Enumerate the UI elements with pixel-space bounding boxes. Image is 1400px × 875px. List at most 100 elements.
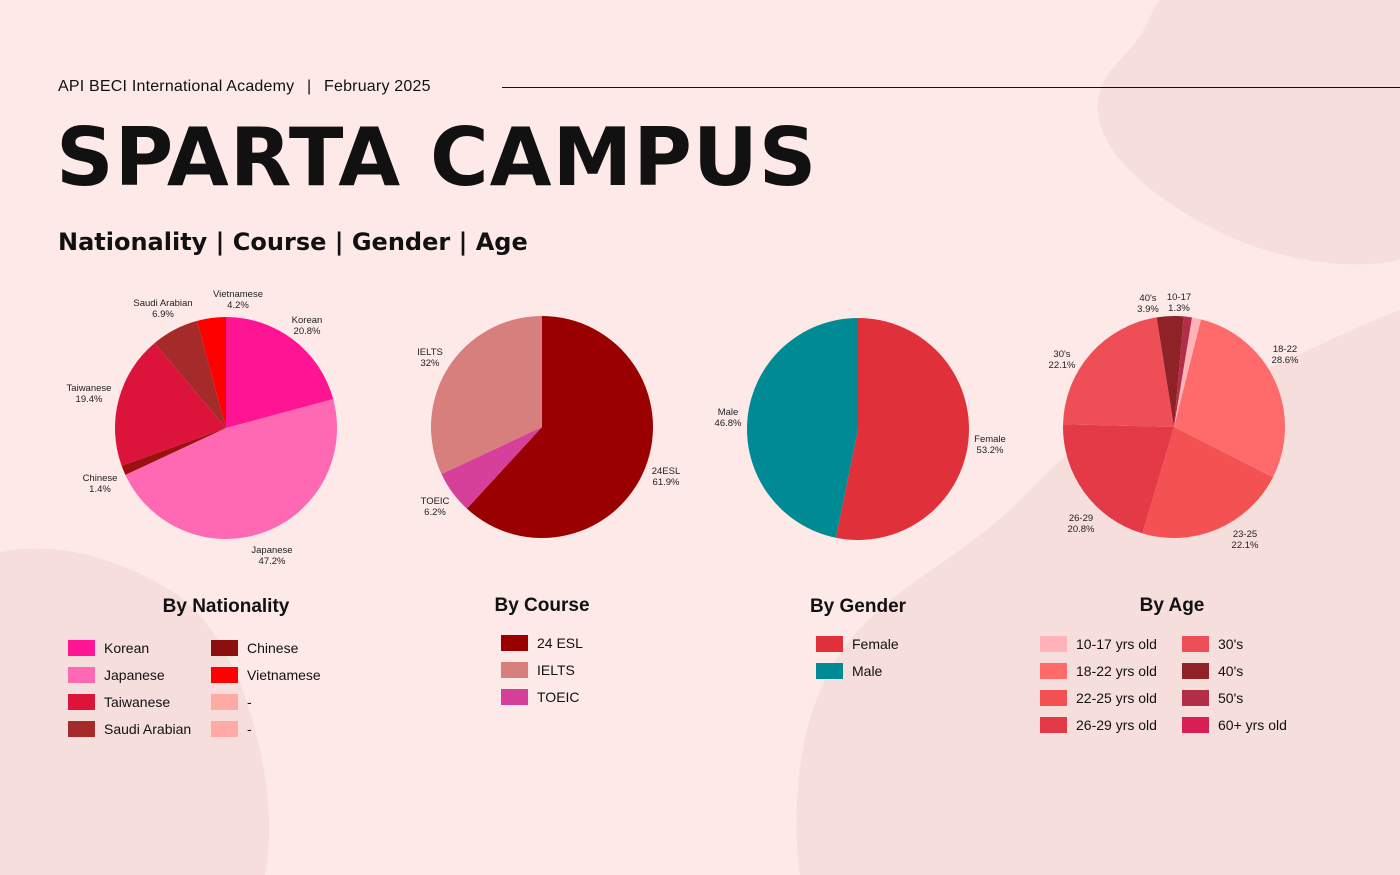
legend-swatch	[501, 662, 528, 678]
age-slice-30-s	[1063, 317, 1174, 427]
legend-label: TOEIC	[537, 689, 580, 705]
course-slice-24esl	[466, 316, 653, 538]
gender-legend-item: Male	[816, 663, 882, 679]
nationality-label-chinese: Chinese	[83, 473, 118, 484]
legend-swatch	[1040, 717, 1067, 733]
age-label-26-29: 26-29	[1069, 513, 1093, 524]
legend-label: 40's	[1218, 663, 1244, 679]
legend-label: Taiwanese	[104, 694, 171, 710]
age-slice-10-17	[1174, 317, 1201, 427]
legend-swatch	[1182, 690, 1209, 706]
nationality-legend-item: -	[211, 721, 252, 737]
legend-swatch	[1182, 663, 1209, 679]
legend-label: -	[247, 694, 252, 710]
nationality-legend-item: Japanese	[68, 667, 165, 683]
age-legend-item: 10-17 yrs old	[1040, 636, 1157, 652]
legend-swatch	[1182, 636, 1209, 652]
legend-swatch	[211, 640, 238, 656]
legend-label: Female	[852, 636, 899, 652]
age-value-10-17: 1.3%	[1168, 303, 1190, 314]
nationality-value-japanese: 47.2%	[259, 556, 286, 567]
legend-swatch	[1040, 663, 1067, 679]
age-value-23-25: 22.1%	[1232, 540, 1259, 551]
course-label-toeic: TOEIC	[421, 496, 450, 507]
nationality-legend-item: Chinese	[211, 640, 298, 656]
legend-swatch	[68, 694, 95, 710]
nationality-legend-item: Saudi Arabian	[68, 721, 191, 737]
course-chart-title: By Course	[494, 595, 590, 616]
legend-label: 18-22 yrs old	[1076, 663, 1157, 679]
gender-slice-female	[835, 318, 969, 540]
nationality-slice-korean	[226, 317, 334, 428]
legend-label: Korean	[104, 640, 150, 656]
legend-label: 50's	[1218, 690, 1244, 706]
legend-swatch	[68, 640, 95, 656]
legend-label: IELTS	[537, 662, 575, 678]
nationality-slice-vietnamese	[197, 317, 226, 428]
course-legend-item: TOEIC	[501, 689, 580, 705]
gender-value-female: 53.2%	[977, 445, 1004, 456]
course-slice-ielts	[431, 316, 542, 475]
age-legend-item: 22-25 yrs old	[1040, 690, 1157, 706]
blob-top-right	[1097, 0, 1400, 265]
legend-swatch	[68, 721, 95, 737]
course-value-ielts: 32%	[420, 358, 440, 369]
nationality-value-korean: 20.8%	[294, 326, 321, 337]
nationality-legend-item: Vietnamese	[211, 667, 321, 683]
age-label-40-s: 40's	[1139, 293, 1156, 304]
nationality-value-vietnamese: 4.2%	[227, 300, 249, 311]
legend-label: 26-29 yrs old	[1076, 717, 1157, 733]
age-value-26-29: 20.8%	[1068, 524, 1095, 535]
age-label-18-22: 18-22	[1273, 344, 1297, 355]
nationality-value-saudi-arabian: 6.9%	[152, 309, 174, 320]
legend-label: Japanese	[104, 667, 165, 683]
age-label-10-17: 10-17	[1167, 292, 1191, 303]
age-legend-item: 60+ yrs old	[1182, 717, 1287, 733]
legend-label: 24 ESL	[537, 635, 583, 651]
page-subtitle: Nationality | Course | Gender | Age	[58, 228, 528, 256]
course-legend-item: 24 ESL	[501, 635, 583, 651]
legend-swatch	[816, 636, 843, 652]
nationality-slice-taiwanese	[114, 342, 226, 466]
nationality-legend-item: Taiwanese	[68, 694, 170, 710]
age-chart-title: By Age	[1139, 595, 1205, 616]
gender-label-male: Male	[718, 407, 739, 418]
gender-value-male: 46.8%	[715, 418, 742, 429]
nationality-label-taiwanese: Taiwanese	[67, 383, 112, 394]
org-name: API BECI International Academy	[58, 78, 295, 95]
nationality-slice-chinese	[121, 428, 226, 475]
nationality-slice-japanese	[125, 399, 338, 539]
nationality-label-saudi-arabian: Saudi Arabian	[133, 298, 192, 309]
blob-bottom-left	[0, 548, 270, 875]
age-legend-item: 26-29 yrs old	[1040, 717, 1157, 733]
age-slice-23-25	[1142, 427, 1273, 538]
age-slice-40-s	[1156, 316, 1184, 427]
header-rule	[502, 87, 1400, 88]
nationality-legend-item: Korean	[68, 640, 149, 656]
legend-swatch	[211, 667, 238, 683]
legend-label: Vietnamese	[247, 667, 321, 683]
nationality-slice-saudi-arabian	[154, 320, 226, 428]
course-value-24esl: 61.9%	[653, 477, 680, 488]
gender-chart-title: By Gender	[809, 596, 907, 617]
course-slice-toeic	[441, 427, 542, 509]
gender-label-female: Female	[974, 434, 1006, 445]
header-separator: |	[307, 78, 312, 95]
legend-label: 60+ yrs old	[1218, 717, 1287, 733]
legend-swatch	[1040, 690, 1067, 706]
nationality-label-korean: Korean	[292, 315, 323, 326]
header-line: API BECI International Academy | Februar…	[58, 78, 431, 96]
age-slice-26-29	[1062, 424, 1174, 534]
nationality-label-japanese: Japanese	[251, 545, 292, 556]
age-legend-item: 30's	[1182, 636, 1243, 652]
page-title: SPARTA CAMPUS	[56, 111, 818, 204]
age-slice-slice-5	[1174, 316, 1193, 427]
legend-label: Saudi Arabian	[104, 721, 192, 737]
course-label-24esl: 24ESL	[652, 466, 681, 477]
nationality-label-vietnamese: Vietnamese	[213, 289, 263, 300]
legend-label: 30's	[1218, 636, 1244, 652]
course-label-ielts: IELTS	[417, 347, 443, 358]
